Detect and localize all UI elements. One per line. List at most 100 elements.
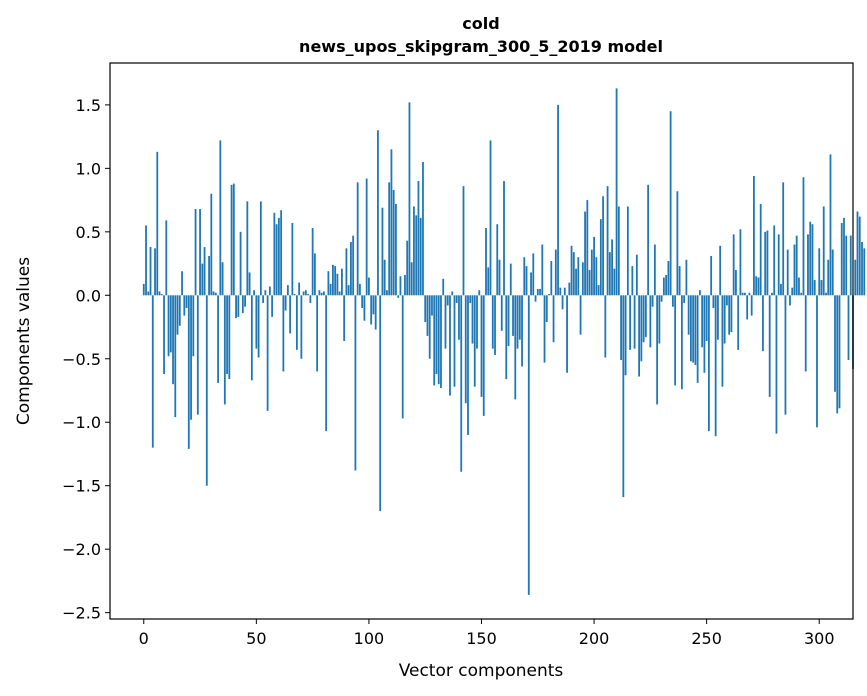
bar	[784, 295, 787, 415]
bar	[678, 266, 681, 296]
x-axis-label: Vector components	[399, 661, 564, 681]
bar	[577, 257, 580, 296]
bar	[631, 266, 634, 296]
bar	[608, 252, 611, 296]
bar	[435, 295, 438, 374]
bar	[413, 206, 415, 296]
bar	[183, 295, 186, 316]
bar	[667, 261, 670, 296]
bar	[228, 295, 231, 380]
bar	[329, 283, 332, 296]
bar	[649, 295, 652, 348]
bar	[559, 287, 562, 296]
bar	[575, 268, 577, 296]
bar	[705, 295, 708, 341]
bar	[192, 295, 195, 357]
x-tick-label: 0	[139, 629, 149, 648]
bar	[525, 266, 528, 296]
bar	[286, 285, 289, 296]
bar	[550, 261, 553, 296]
y-tick-label: 0.5	[76, 223, 101, 242]
bar	[676, 191, 679, 296]
bar	[415, 215, 418, 296]
bar	[437, 295, 440, 385]
bar	[811, 224, 814, 296]
bar	[480, 295, 483, 397]
bar	[255, 295, 258, 349]
bar	[489, 140, 492, 296]
bar	[671, 295, 674, 307]
bar	[683, 295, 686, 303]
x-tick-label: 250	[691, 629, 722, 648]
bar	[748, 292, 751, 296]
bar	[843, 217, 845, 296]
x-tick-label: 300	[804, 629, 835, 648]
bar	[719, 245, 722, 296]
bar	[145, 225, 147, 296]
bar	[199, 208, 201, 296]
bar	[467, 295, 469, 435]
y-tick-label: −1.0	[62, 413, 101, 432]
bar	[194, 208, 197, 296]
bar	[793, 244, 796, 296]
y-tick-label: 1.5	[76, 96, 101, 115]
bar	[775, 295, 778, 434]
bar	[647, 184, 650, 296]
bar	[845, 235, 848, 296]
bar	[266, 295, 269, 411]
bar	[230, 184, 233, 296]
bar	[498, 259, 501, 296]
bar	[509, 263, 512, 296]
bar	[244, 295, 246, 307]
y-tick-label: 1.0	[76, 159, 101, 178]
bar	[246, 201, 249, 296]
bar	[723, 295, 726, 344]
bar	[804, 295, 807, 372]
bar	[196, 295, 199, 415]
bar	[708, 295, 710, 432]
bar	[665, 274, 668, 296]
bar	[347, 285, 350, 296]
bar	[744, 292, 746, 296]
bar	[239, 231, 242, 296]
bar	[861, 241, 863, 296]
bar	[307, 294, 310, 296]
bar	[512, 295, 514, 336]
bar	[282, 295, 285, 372]
bar	[710, 255, 713, 296]
bar	[160, 294, 163, 296]
bar	[586, 200, 589, 296]
bar	[503, 181, 505, 296]
bar	[289, 295, 292, 334]
bar	[259, 201, 262, 296]
bar	[831, 249, 834, 296]
bar	[147, 291, 150, 296]
bar	[532, 253, 535, 296]
bar	[541, 244, 544, 296]
bar	[656, 295, 659, 405]
bar	[201, 263, 204, 296]
bar	[516, 295, 519, 349]
bar	[588, 269, 591, 296]
bar	[422, 162, 424, 296]
bar	[210, 193, 213, 296]
bar	[444, 295, 447, 349]
bar	[273, 212, 276, 296]
bar	[820, 280, 823, 296]
bar	[300, 295, 303, 359]
bar	[377, 130, 379, 296]
bar	[365, 178, 368, 296]
y-tick-label: −0.5	[62, 350, 101, 369]
bar	[313, 253, 316, 296]
bar	[764, 231, 767, 296]
bar	[741, 292, 744, 296]
bar	[602, 196, 604, 296]
bar	[322, 291, 325, 296]
bar	[404, 274, 406, 296]
bar	[568, 282, 571, 296]
bar	[464, 295, 467, 404]
bar	[606, 186, 609, 296]
bar	[176, 295, 179, 335]
bar	[622, 295, 625, 498]
